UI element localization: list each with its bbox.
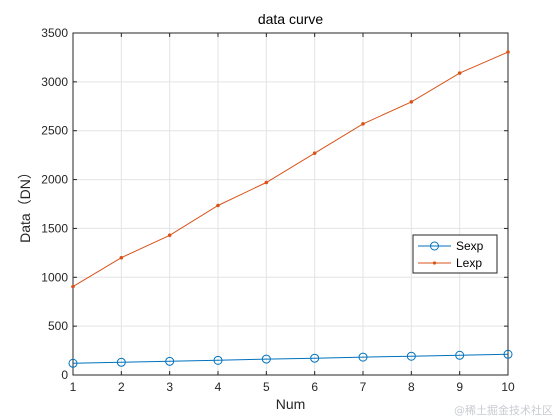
data-point-lexp [457, 71, 462, 75]
data-point-sexp [358, 352, 368, 362]
data-point-lexp [506, 50, 510, 54]
data-point-lexp [312, 151, 317, 156]
y-tick-label: 0 [61, 368, 68, 382]
data-point-sexp [406, 351, 416, 361]
y-tick-label: 3500 [41, 26, 68, 40]
data-point-sexp [261, 354, 271, 364]
chart-title: data curve [258, 11, 324, 27]
x-tick-label: 9 [456, 380, 463, 394]
x-tick-label: 7 [360, 380, 367, 394]
legend-marker-lexp [432, 261, 437, 265]
data-point-sexp [68, 358, 78, 368]
data-point-sexp [503, 349, 513, 359]
legend: Sexp Lexp [412, 234, 498, 274]
data-point-lexp [409, 100, 414, 104]
x-tick-label: 2 [118, 380, 125, 394]
data-point-lexp [167, 233, 172, 238]
x-tick-label: 3 [166, 380, 173, 394]
x-tick-label: 8 [408, 380, 415, 394]
watermark: @稀土掘金技术社区 [454, 403, 553, 417]
legend-box [412, 234, 498, 274]
legend-label-sexp: Sexp [456, 239, 484, 253]
y-tick-label: 1000 [41, 270, 68, 284]
series-line-sexp [72, 353, 509, 364]
x-tick-label: 5 [263, 380, 270, 394]
legend-marker-sexp [430, 241, 439, 251]
data-point-sexp [310, 353, 320, 363]
data-point-lexp [361, 122, 365, 126]
x-tick-label: 1 [70, 380, 77, 394]
y-tick-label: 500 [48, 319, 68, 333]
x-tick-label: 10 [501, 380, 515, 394]
data-point-lexp [71, 284, 75, 289]
series-line-lexp [72, 51, 509, 288]
data-point-sexp [116, 357, 126, 367]
axis-ticks: 1 2 3 4 5 6 7 8 9 10 0 500 1000 1500 2000 2500 3000 3500 [41, 26, 515, 394]
y-tick-label: 2500 [41, 124, 68, 138]
x-tick-label: 4 [215, 380, 222, 394]
data-point-lexp [216, 203, 220, 208]
data-point-sexp [165, 356, 175, 366]
y-tick-label: 3000 [41, 75, 68, 89]
y-tick-label: 2000 [41, 173, 68, 187]
data-point-lexp [119, 255, 124, 260]
x-axis-label: Num [276, 396, 306, 412]
x-tick-label: 6 [311, 380, 318, 394]
data-point-lexp [264, 180, 269, 185]
series-group [68, 50, 513, 368]
legend-label-lexp: Lexp [456, 256, 482, 270]
data-point-sexp [455, 350, 465, 360]
data-point-sexp [213, 355, 223, 365]
plot-area-frame [72, 32, 509, 376]
y-tick-label: 1500 [41, 221, 68, 235]
y-axis-label: Data（DN） [17, 165, 33, 243]
